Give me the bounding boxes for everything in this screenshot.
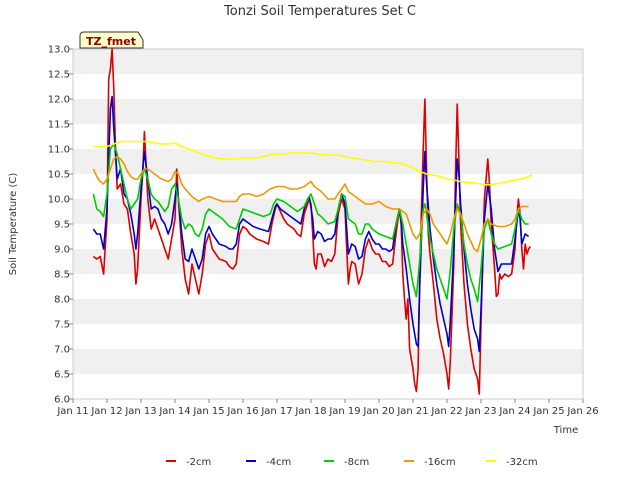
x-tick-label: Jan 18 (294, 406, 326, 417)
x-tick-label: Jan 22 (430, 406, 462, 417)
legend-label: -8cm (344, 457, 369, 468)
x-axis-ticks: Jan 11 Jan 12 Jan 13 Jan 14 Jan 15 Jan 16 Jan … (56, 399, 599, 417)
badge-box (79, 31, 144, 49)
legend-label: -2cm (186, 457, 211, 468)
x-tick-label: Jan 17 (260, 406, 292, 417)
grid-band (73, 374, 583, 399)
grid-band (73, 74, 583, 99)
grid-band (73, 124, 583, 149)
x-tick-label: Jan 12 (90, 406, 122, 417)
y-tick-label: 11.5 (48, 120, 70, 131)
x-tick-label: Jan 23 (464, 406, 496, 417)
y-tick-label: 8.5 (54, 270, 70, 281)
grid-band (73, 249, 583, 274)
grid-bands (73, 49, 583, 399)
y-axis-ticks: 6.0 6.5 7.0 7.5 8.0 8.5 9.0 9.5 10.0 10.5 11.0 11.5… (48, 45, 73, 406)
x-tick-label: Jan 19 (328, 406, 360, 417)
series-line-m8cm (92, 143, 529, 303)
y-tick-label: 11.0 (48, 145, 70, 156)
y-tick-label: 10.5 (48, 170, 70, 181)
y-tick-label: 6.0 (54, 395, 70, 406)
y-tick-label: 9.5 (54, 220, 70, 231)
x-tick-label: Jan 11 (56, 406, 88, 417)
x-axis-label: Time (553, 425, 578, 436)
legend-label: -16cm (424, 457, 456, 468)
y-axis-label: Soil Temperature (C) (8, 173, 19, 276)
y-tick-label: 7.0 (54, 345, 70, 356)
x-tick-label: Jan 25 (532, 406, 564, 417)
y-tick-label: 8.0 (54, 295, 70, 306)
legend-label: -32cm (506, 457, 538, 468)
y-tick-label: 9.0 (54, 245, 70, 256)
y-tick-label: 12.0 (48, 95, 70, 106)
x-tick-label: Jan 24 (498, 406, 530, 417)
x-tick-label: Jan 20 (362, 406, 394, 417)
y-tick-label: 10.0 (48, 195, 70, 206)
grid-band (73, 199, 583, 224)
x-tick-label: Jan 26 (566, 406, 598, 417)
grid-band (73, 174, 583, 199)
y-tick-label: 13.0 (48, 45, 70, 56)
x-tick-label: Jan 21 (396, 406, 428, 417)
y-tick-label: 6.5 (54, 370, 70, 381)
grid-band (73, 49, 583, 74)
legend-label: -4cm (266, 457, 291, 468)
x-tick-label: Jan 16 (226, 406, 258, 417)
grid-band (73, 99, 583, 124)
x-tick-label: Jan 13 (124, 406, 156, 417)
grid-band (73, 324, 583, 349)
grid-band (73, 149, 583, 174)
grid-band (73, 349, 583, 374)
series-line-m32cm (93, 140, 533, 186)
series-line-m16cm (92, 155, 529, 253)
y-tick-label: 12.5 (48, 70, 70, 81)
chart-title: Tonzi Soil Temperatures Set C (223, 4, 416, 19)
x-tick-label: Jan 15 (192, 406, 224, 417)
grid-band (73, 299, 583, 324)
y-tick-label: 7.5 (54, 320, 70, 331)
series-lines (92, 48, 533, 395)
tz-badge: TZ_fmet (79, 31, 144, 49)
legend: -2cm -4cm -8cm -16cm -32cm (166, 457, 538, 468)
grid-band (73, 274, 583, 299)
series-line-m2cm (92, 48, 531, 395)
badge-label: TZ_fmet (86, 35, 136, 48)
x-tick-label: Jan 14 (158, 406, 190, 417)
series-line-m4cm (92, 95, 530, 353)
